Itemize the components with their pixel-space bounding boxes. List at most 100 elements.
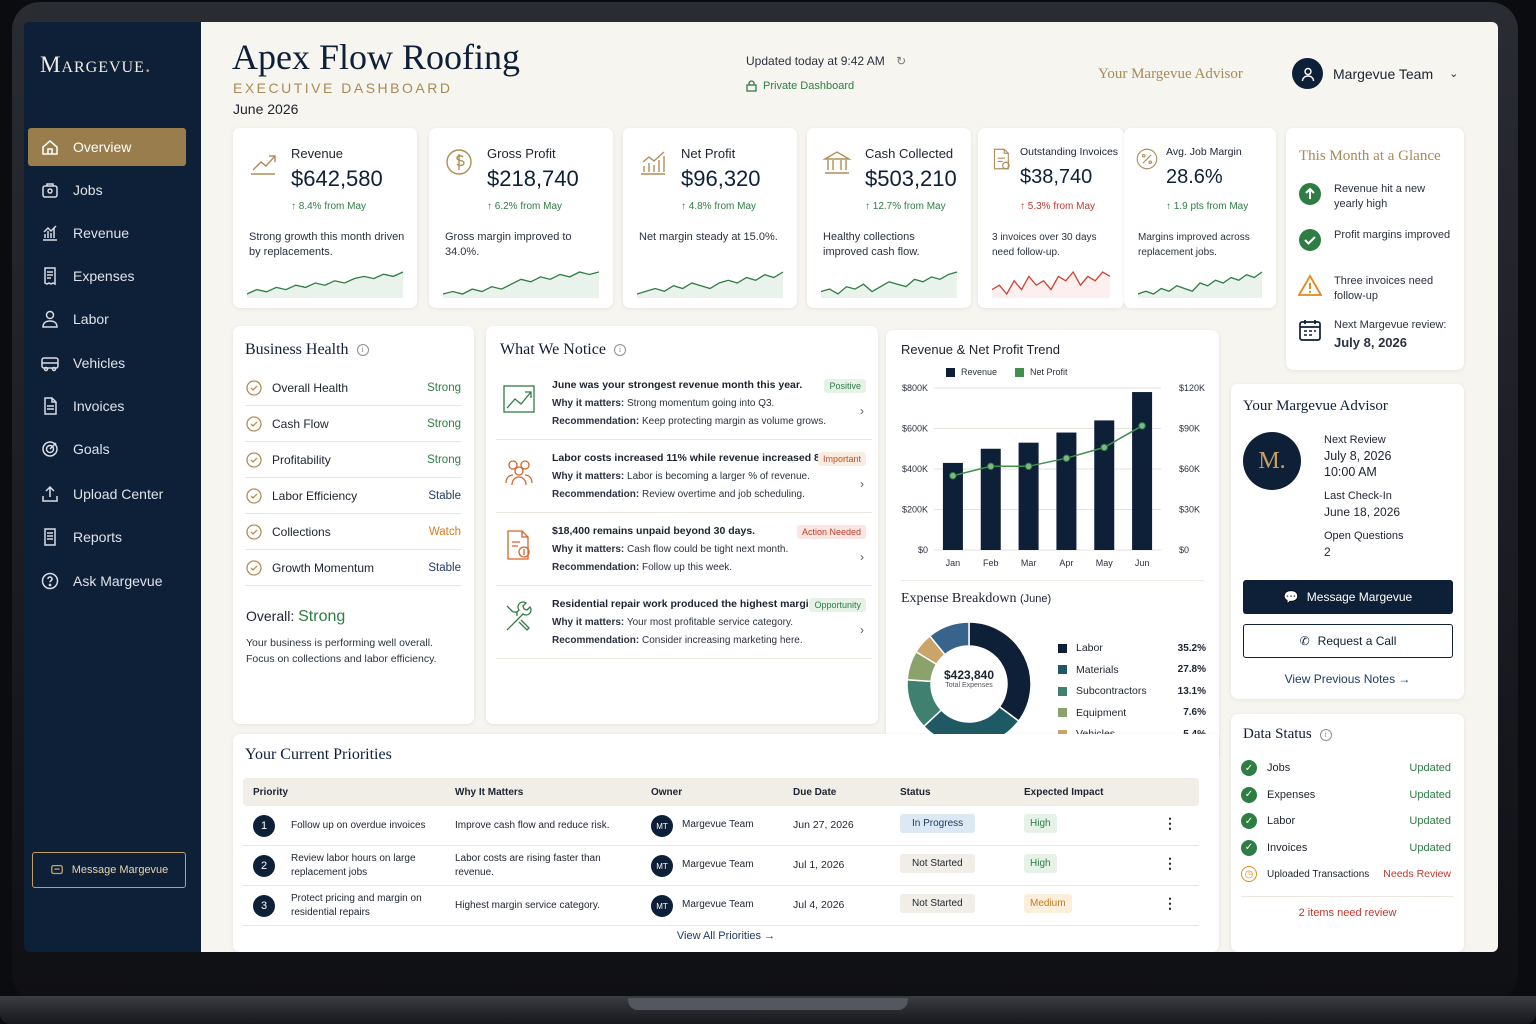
donut-slice-other[interactable] [928, 621, 970, 656]
priority-due-date: Jul 4, 2026 [793, 899, 845, 911]
report-icon [44, 528, 56, 546]
message-margevue-button[interactable]: 💬 Message Margevue [1243, 580, 1453, 614]
revenue-bar[interactable] [1018, 442, 1039, 550]
expense-percent: 35.2% [1177, 642, 1206, 654]
net-profit-point[interactable] [1024, 462, 1033, 471]
team-menu[interactable]: Margevue Team ⌄ [1292, 58, 1458, 89]
column-header: Why It Matters [455, 787, 524, 798]
priority-due-date: Jun 27, 2026 [793, 819, 854, 831]
net-profit-point[interactable] [987, 462, 995, 471]
sidebar-item-label: Invoices [73, 398, 125, 414]
sidebar-item-label: Revenue [73, 225, 130, 241]
kpi-card-outstanding-invoices[interactable]: Outstanding Invoices $38,740 ↑ 5.3% from M… [978, 128, 1124, 308]
data-status-row[interactable]: ✓ Labor Updated [1241, 811, 1451, 831]
advisor-link[interactable]: Your Margevue Advisor [1098, 66, 1243, 82]
notice-item[interactable]: Labor costs increased 11% while revenue … [496, 445, 872, 513]
sparkline-area [443, 272, 599, 298]
view-notes-link[interactable]: View Previous Notes → [1284, 672, 1411, 686]
sidebar-item-vehicles[interactable]: Vehicles [28, 344, 186, 382]
data-status-row[interactable]: ✓ Jobs Updated [1241, 758, 1451, 778]
data-status-card: Data Status i ✓ Jobs Updated ✓ Expenses Update… [1231, 714, 1464, 952]
glance-text: Three invoices need follow-up [1334, 275, 1434, 302]
chevron-right-icon[interactable]: › [860, 404, 864, 418]
x-tick-label: Jun [1135, 558, 1150, 568]
health-row[interactable]: Cash Flow Strong [245, 406, 461, 442]
revenue-bar[interactable] [942, 462, 963, 550]
table-row[interactable]: 2 Review labor hours on large replacement… [243, 846, 1199, 886]
kpi-card-gross-profit[interactable]: Gross Profit $218,740 ↑ 6.2% from May Gross… [429, 128, 613, 308]
kpi-card-revenue[interactable]: Revenue $642,580 ↑ 8.4% from May Strong gro… [233, 128, 417, 308]
sidebar-item-ask-margevue[interactable]: Ask Margevue [28, 562, 186, 600]
info-icon[interactable]: i [613, 344, 626, 357]
upload-icon [42, 485, 58, 502]
legend-swatch [1058, 686, 1067, 696]
net-profit-point[interactable] [1138, 422, 1146, 430]
health-status: Strong [427, 381, 461, 394]
info-icon[interactable]: i [356, 344, 369, 357]
net-profit-point[interactable] [1100, 443, 1108, 452]
sidebar-item-upload-center[interactable]: Upload Center [28, 475, 186, 513]
info-icon[interactable]: i [1319, 728, 1332, 741]
revenue-bar[interactable] [1132, 392, 1153, 550]
priorities-card: Your Current Priorities Priority Why It M… [233, 734, 1219, 952]
chevron-right-icon[interactable]: › [860, 623, 864, 637]
kpi-card-avg-job-margin[interactable]: Avg. Job Margin 28.6% ↑ 1.9 pts from May Ma… [1124, 128, 1276, 308]
data-status-row[interactable]: ✓ Invoices Updated [1241, 838, 1451, 858]
request-call-button[interactable]: ✆ Request a Call [1243, 624, 1453, 658]
table-row[interactable]: 3 Protect pricing and margin on residenti… [243, 886, 1199, 926]
x-tick-label: Jan [946, 558, 961, 568]
sidebar-item-overview[interactable]: Overview [28, 128, 186, 166]
more-options-icon[interactable]: ⋮ [1163, 855, 1177, 871]
health-status: Strong [427, 453, 461, 466]
sparkline [443, 271, 599, 298]
revenue-bar[interactable] [980, 448, 1001, 550]
health-row[interactable]: Growth Momentum Stable [245, 550, 461, 586]
sidebar-item-reports[interactable]: Reports [28, 518, 186, 556]
sidebar-item-invoices[interactable]: Invoices [28, 387, 186, 425]
sidebar-message-button[interactable]: Message Margevue [32, 852, 186, 888]
more-options-icon[interactable]: ⋮ [1163, 895, 1177, 911]
notice-why: Why it matters: Cash flow could be tight… [552, 544, 789, 555]
notice-item[interactable]: Residential repair work produced the hig… [496, 591, 872, 659]
sidebar-item-goals[interactable]: Goals [28, 430, 186, 468]
truck-icon [41, 357, 59, 372]
kpi-card-net-profit[interactable]: Net Profit $96,320 ↑ 4.8% from May Net marg… [623, 128, 797, 308]
health-row[interactable]: Collections Watch [245, 514, 461, 550]
refresh-icon[interactable]: ↻ [896, 54, 907, 68]
health-row[interactable]: Profitability Strong [245, 442, 461, 478]
items-need-review[interactable]: 2 items need review [1298, 907, 1397, 919]
legend-swatch [1058, 708, 1067, 717]
data-status-row[interactable]: ◷ Uploaded Transactions Needs Review [1241, 864, 1451, 884]
chevron-right-icon[interactable]: › [860, 477, 864, 491]
data-status-row[interactable]: ✓ Expenses Updated [1241, 785, 1451, 805]
sidebar-item-expenses[interactable]: Expenses [28, 257, 186, 295]
chevron-right-icon[interactable]: › [860, 550, 864, 564]
expense-legend-item: Subcontractors 13.1% [1058, 685, 1206, 697]
sidebar-item-labor[interactable]: Labor [28, 300, 186, 338]
health-row[interactable]: Labor Efficiency Stable [245, 478, 461, 514]
sparkline [992, 270, 1111, 298]
health-row[interactable]: Overall Health Strong [245, 370, 461, 406]
y-tick-label: $800K [902, 383, 928, 393]
sidebar-item-label: Upload Center [73, 486, 164, 502]
business-health-title: Business Health i [245, 341, 369, 359]
sidebar-item-jobs[interactable]: Jobs [28, 171, 186, 209]
view-all-priorities-link[interactable]: View All Priorities → [676, 930, 776, 942]
net-profit-point[interactable] [949, 472, 957, 480]
revenue-bar[interactable] [1056, 432, 1077, 550]
expense-category: Materials [1076, 663, 1119, 676]
brand-logo[interactable]: Margevue. [40, 52, 152, 77]
priority-owner: Margevue Team [682, 819, 754, 830]
kpi-card-cash-collected[interactable]: Cash Collected $503,210 ↑ 12.7% from May He… [807, 128, 971, 308]
notice-item[interactable]: June was your strongest revenue month th… [496, 372, 872, 440]
table-row[interactable]: 1 Follow up on overdue invoices Improve ca… [243, 806, 1199, 846]
sidebar-item-revenue[interactable]: Revenue [28, 214, 186, 252]
notice-item[interactable]: $18,400 remains unpaid beyond 30 days. Wh… [496, 518, 872, 586]
donut-total-label: Total Expenses [945, 682, 993, 689]
y-tick-label: $400K [902, 464, 928, 474]
more-options-icon[interactable]: ⋮ [1163, 815, 1177, 831]
kpi-description: Net margin steady at 15.0%. [639, 231, 778, 243]
net-profit-point[interactable] [1062, 454, 1071, 462]
revenue-bar[interactable] [1094, 420, 1115, 550]
priority-owner: Margevue Team [682, 859, 754, 870]
